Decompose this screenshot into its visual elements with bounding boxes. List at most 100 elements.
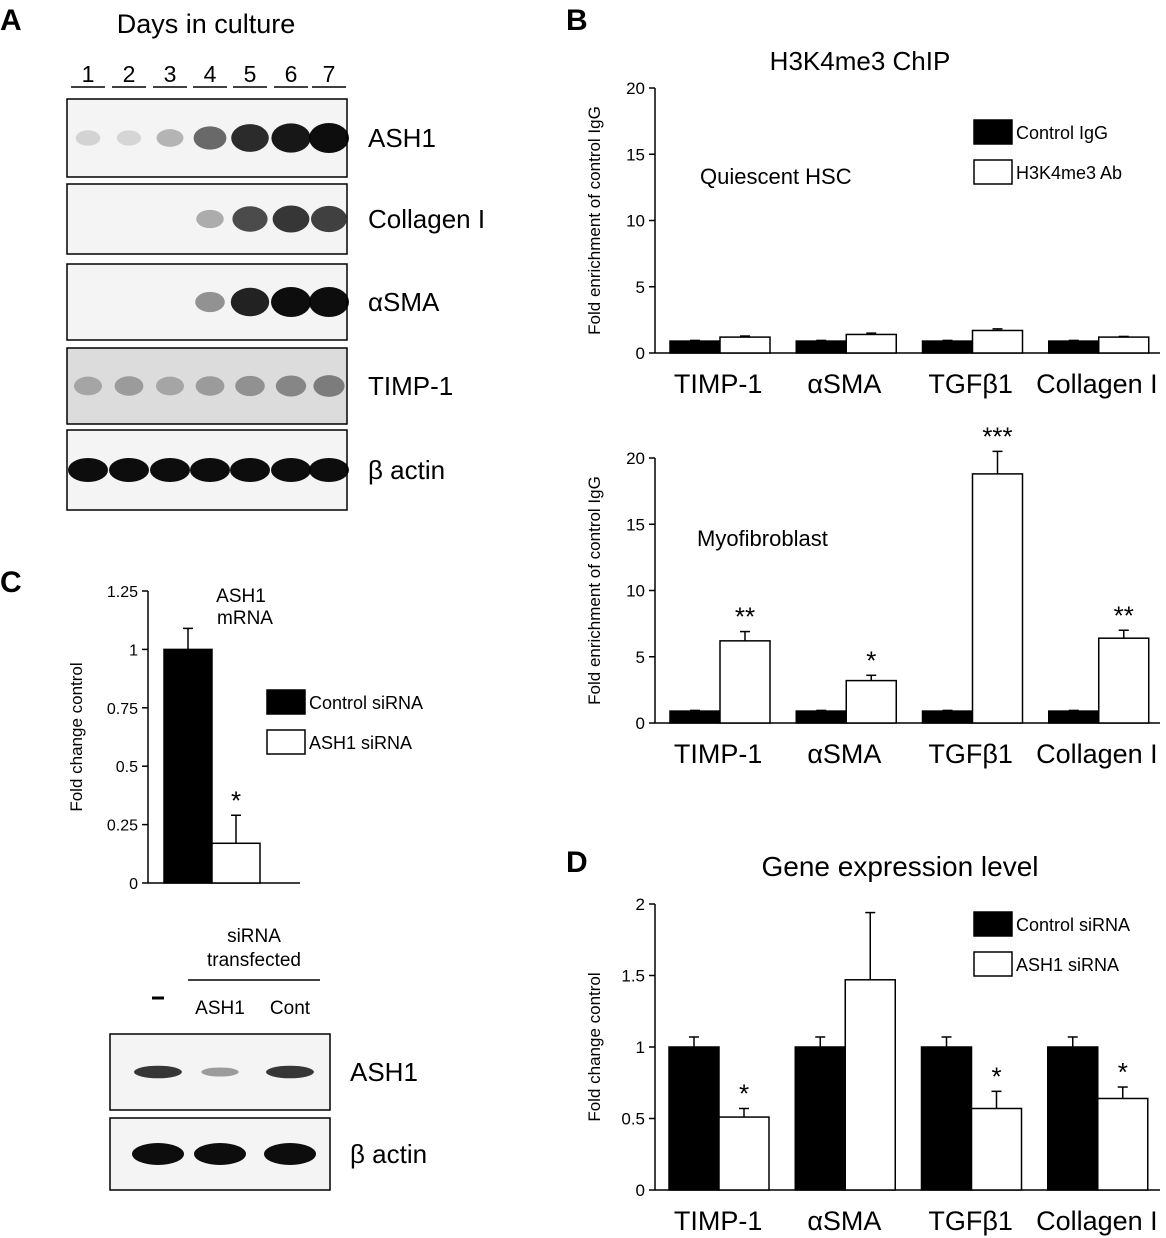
y-tick-label: 1	[636, 1038, 645, 1057]
chart-b-title: H3K4me3 ChIP	[770, 46, 951, 76]
x-category-label: TGFβ1	[928, 1206, 1013, 1236]
y-tick-label: 20	[626, 449, 645, 468]
panel-a-band	[232, 206, 268, 232]
panel-a-band	[309, 287, 349, 317]
panel-a-blot-3: TIMP-1	[66, 347, 453, 425]
y-tick-label: 1.5	[621, 967, 645, 986]
lane-label: ASH1	[195, 998, 245, 1019]
panel-a-band	[156, 129, 184, 147]
x-category-label: αSMA	[807, 739, 881, 769]
y-tick-label: 15	[626, 145, 645, 164]
lane-number: 1	[82, 61, 95, 87]
y-tick-label: 10	[626, 582, 645, 601]
bar-treatment	[1098, 336, 1150, 354]
chart-b-quiescent: H3K4me3 ChIP Quiescent HSC 0 5 10 15 20 Fold …	[585, 46, 1160, 399]
panel-a-band	[313, 375, 345, 397]
panel-label-a: A	[0, 4, 22, 37]
legend-swatch	[973, 911, 1013, 937]
y-tick-label: 5	[636, 278, 645, 297]
panel-a-blot-label: β actin	[368, 455, 445, 485]
chart-d-title: Gene expression level	[761, 851, 1038, 882]
y-tick-label: 15	[626, 515, 645, 534]
bar-control	[1048, 710, 1100, 724]
panel-a-band	[190, 458, 230, 482]
x-category-label: TIMP-1	[674, 1206, 763, 1236]
panel-a-band	[230, 287, 270, 317]
y-tick-label: 1	[129, 642, 138, 659]
legend-label: Control siRNA	[309, 693, 423, 713]
bar-treatment	[971, 329, 1024, 354]
y-tick-label: 0	[636, 344, 645, 363]
bar-control	[920, 1046, 973, 1191]
panel-c-band	[264, 1143, 316, 1165]
x-category-label: TIMP-1	[674, 369, 763, 399]
chart-b-bottom-annotation: Myofibroblast	[697, 526, 828, 551]
panel-a-band	[193, 126, 227, 150]
lane-number: 6	[285, 61, 298, 87]
panel-a-band	[235, 375, 265, 397]
legend-swatch	[973, 951, 1013, 977]
significance-marker: *	[991, 1061, 1001, 1091]
chart-c-ash1-mrna: ASH1 mRNA 0 0.25 0.5 0.75 1 1.25 Fold change c…	[67, 584, 423, 893]
y-tick-label: 0	[636, 714, 645, 733]
bar-control	[669, 340, 721, 354]
panel-a-band	[196, 209, 224, 229]
panel-a-band	[74, 376, 102, 396]
bar-treatment	[970, 1107, 1023, 1191]
y-tick-label: 0.75	[107, 701, 138, 718]
bar-treatment	[845, 333, 897, 354]
x-category-label: TGFβ1	[928, 369, 1013, 399]
panel-c-band	[194, 1143, 246, 1165]
panel-a-band	[271, 287, 311, 317]
y-axis-label: Fold change control	[585, 972, 604, 1121]
y-tick-label: 0.5	[621, 1110, 645, 1129]
panel-a-band	[109, 458, 149, 482]
lane-number: 5	[244, 61, 257, 87]
bar-treatment	[845, 679, 897, 724]
chart-b-myofibroblast: Myofibroblast 0 5 10 15 20 Fold enrichment of…	[585, 421, 1160, 769]
panel-a-band	[195, 291, 225, 313]
bar-treatment	[719, 336, 771, 354]
panel-c-band	[201, 1067, 239, 1077]
legend-swatch	[266, 689, 306, 715]
bar-control	[668, 1046, 720, 1191]
bar-treatment	[971, 473, 1024, 724]
significance-marker: *	[1118, 1057, 1128, 1087]
lane-number: 2	[123, 61, 136, 87]
significance-marker: ***	[982, 421, 1012, 451]
y-tick-label: 0.5	[116, 759, 138, 776]
panel-a-band	[114, 376, 144, 396]
panel-a-blot-label: αSMA	[368, 287, 440, 317]
panel-c-blot-label: β actin	[350, 1139, 427, 1169]
panel-c-blot-1: β actin	[109, 1117, 427, 1191]
panel-a-band	[272, 205, 310, 233]
significance-marker: *	[231, 785, 241, 815]
panel-label-c: C	[0, 566, 22, 599]
panel-label-b: B	[566, 4, 588, 37]
x-category-label: TIMP-1	[674, 739, 763, 769]
lane-number: 4	[204, 61, 217, 87]
panel-a-band	[75, 130, 101, 146]
panel-a-blot-label: ASH1	[368, 123, 436, 153]
panel-a-band	[150, 458, 190, 482]
panel-a-band	[195, 376, 225, 396]
chart-d-gene-expression: Gene expression level 0 0.5 1 1.5 2 Fold chan…	[585, 851, 1160, 1236]
bar-control	[921, 710, 974, 724]
panel-a-title: Days in culture	[117, 9, 296, 39]
y-tick-label: 20	[626, 79, 645, 98]
chart-c-annotation-line-2: mRNA	[217, 608, 273, 629]
lane-number: 7	[323, 61, 336, 87]
significance-marker: **	[735, 602, 755, 632]
panel-a-band	[230, 458, 270, 482]
chart-c-annotation-line-1: ASH1	[216, 586, 266, 607]
lane-number: 3	[164, 61, 177, 87]
y-axis-label: Fold enrichment of control IgG	[585, 476, 604, 705]
bar-control	[795, 340, 847, 354]
panel-c-western-blot: siRNA transfected - ASH1 Cont ASH1 β actin	[109, 926, 427, 1191]
panel-a-band	[271, 458, 311, 482]
siRNA-header-line-2: transfected	[207, 950, 301, 971]
legend-label: ASH1 siRNA	[309, 733, 412, 753]
y-axis-label: Fold change control	[67, 662, 86, 811]
bar-treatment	[211, 842, 261, 884]
panel-a-blot-label: Collagen I	[368, 204, 485, 234]
